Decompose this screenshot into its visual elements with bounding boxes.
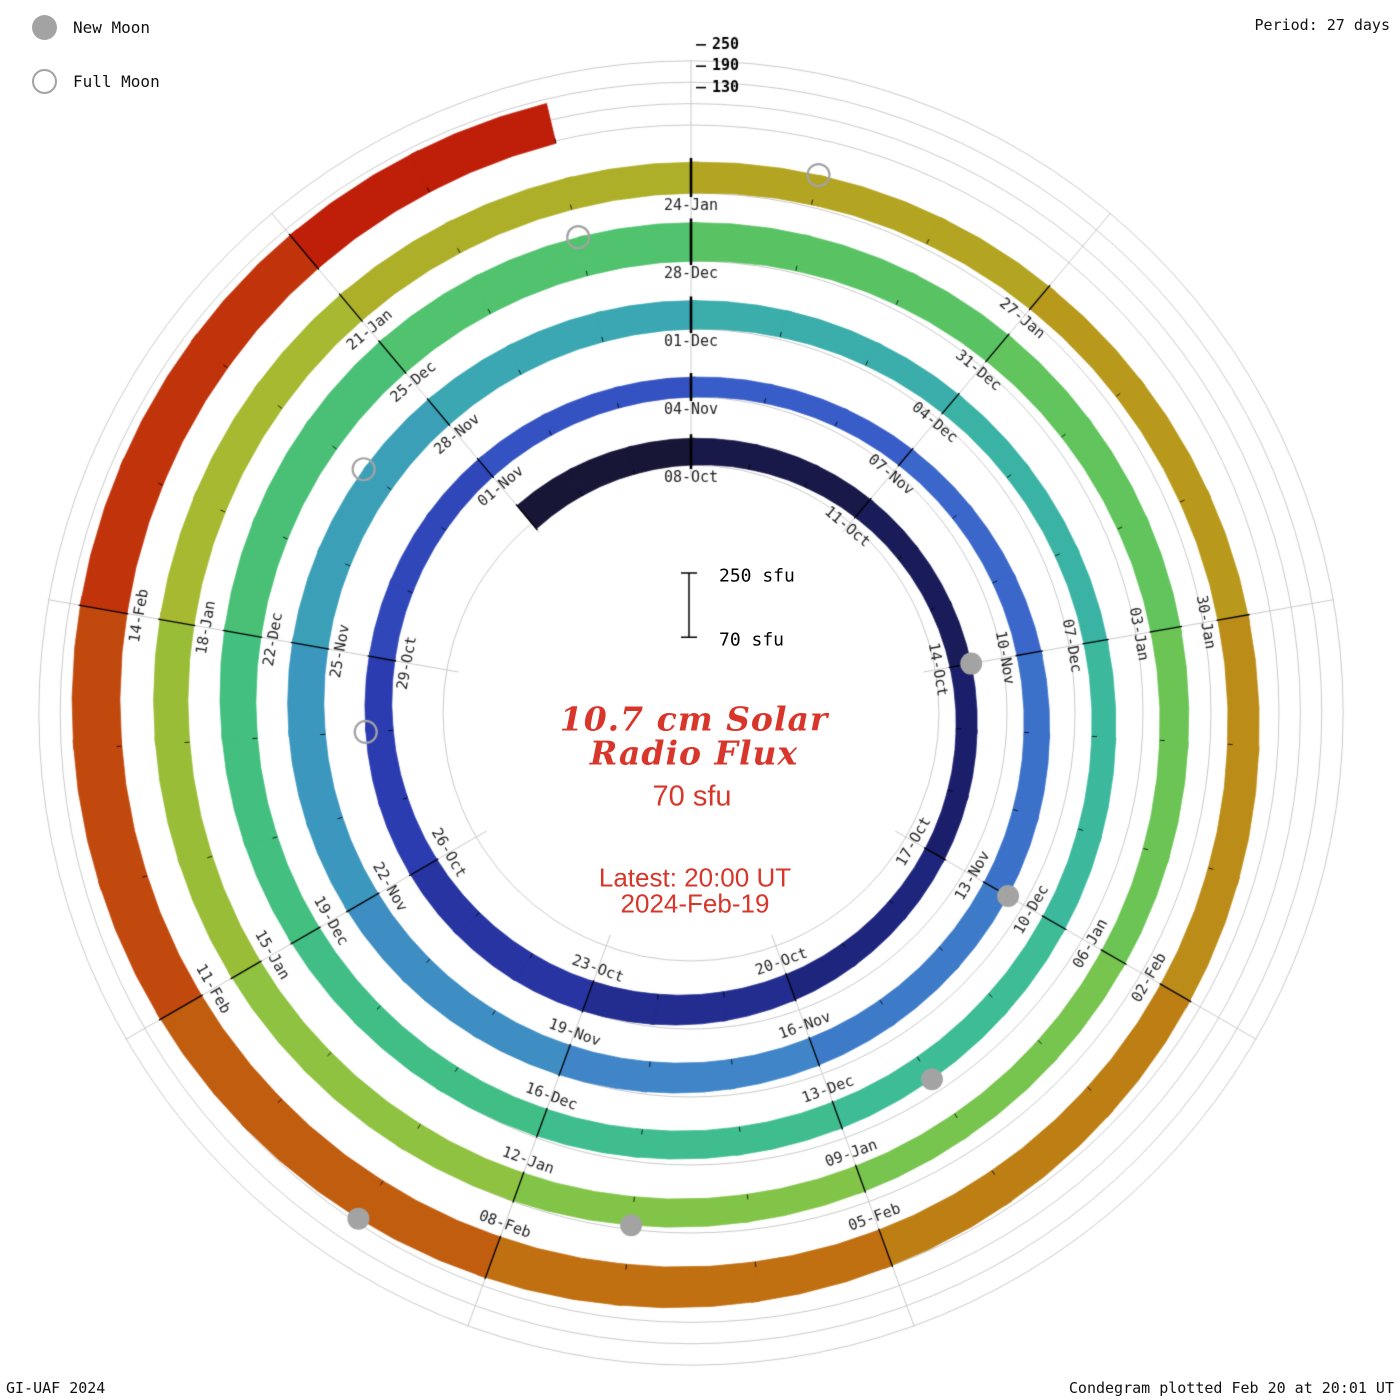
legend-item-new-moon: New Moon (32, 10, 160, 44)
new-moon-icon (32, 14, 57, 40)
latest-time-label: Latest: 20:00 UT (598, 862, 792, 893)
full-moon-label: Full Moon (73, 71, 160, 91)
chart-title-line2: Radio Flux (589, 733, 799, 773)
plotted-timestamp: Condegram plotted Feb 20 at 20:01 UT (1068, 1379, 1394, 1397)
scale-max-label: 250 sfu (719, 565, 795, 587)
scale-min-label: 70 sfu (719, 629, 785, 651)
new-moon-label: New Moon (73, 17, 151, 37)
legend: New Moon Full Moon (32, 10, 160, 118)
period-label: Period: 27 days (1254, 16, 1390, 34)
chart-title-line1: 10.7 cm Solar (559, 699, 829, 739)
latest-date-label: 2024-Feb-19 (620, 888, 770, 919)
current-flux-value: 70 sfu (652, 780, 732, 813)
credit-label: GI-UAF 2024 (6, 1379, 106, 1397)
legend-item-full-moon: Full Moon (32, 64, 160, 98)
full-moon-icon (32, 68, 57, 94)
